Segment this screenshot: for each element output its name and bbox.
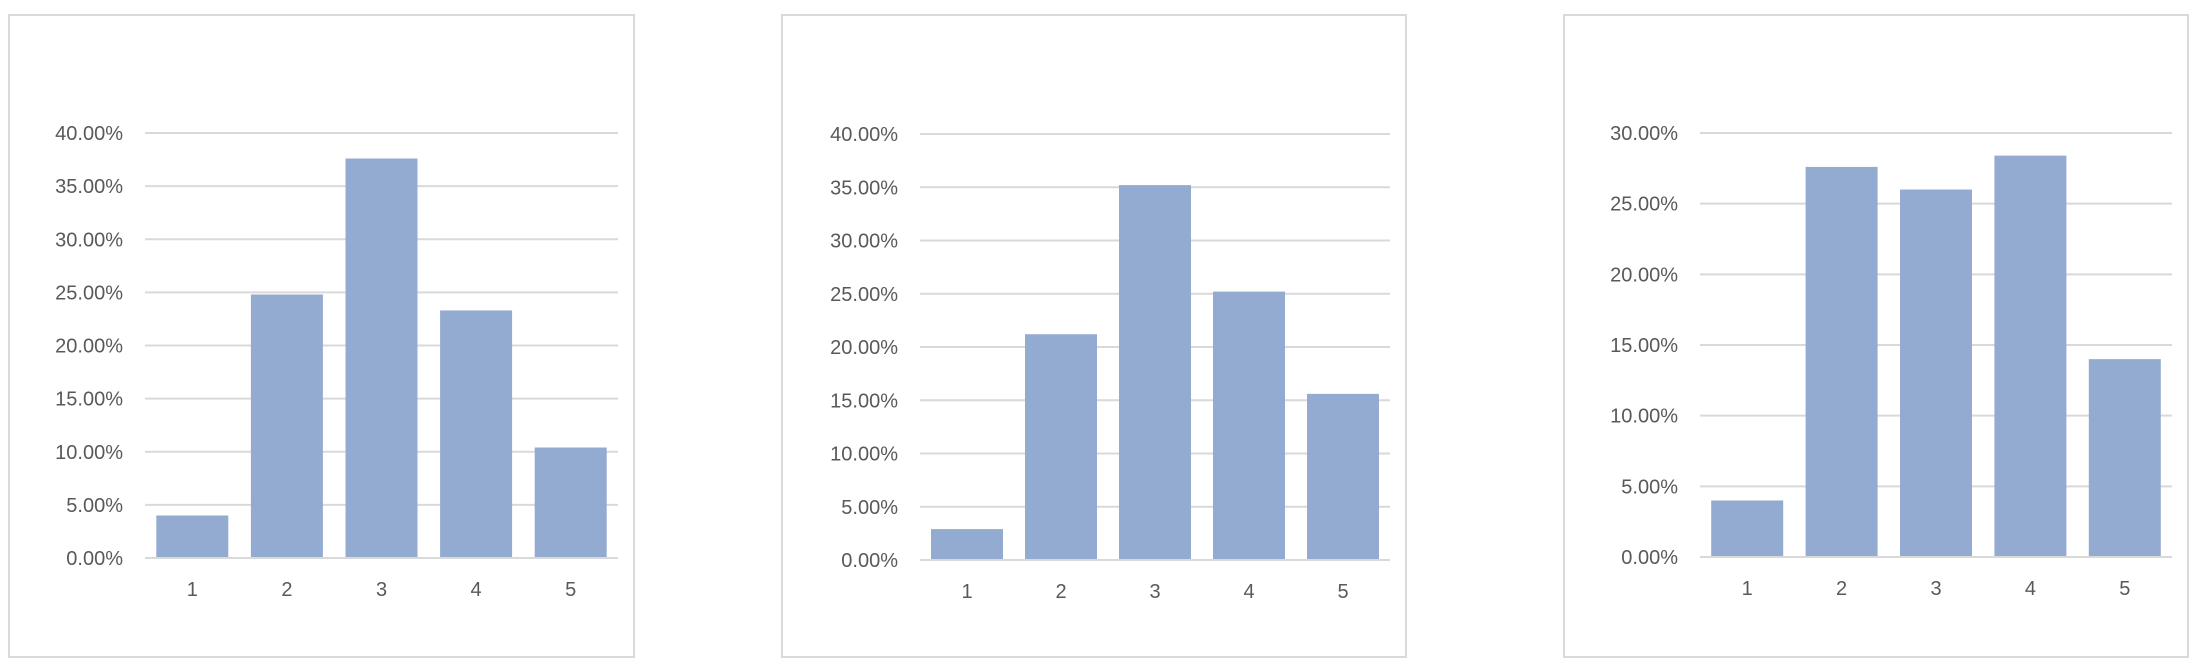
bar-3: [1900, 189, 1972, 558]
x-tick-label: 2: [1836, 578, 1847, 600]
x-tick-label: 4: [471, 579, 482, 601]
y-tick-label: 15.00%: [1610, 335, 1678, 357]
bar-3: [1119, 185, 1191, 560]
x-tick-label: 1: [961, 581, 972, 603]
y-tick-label: 0.00%: [1621, 547, 1678, 569]
y-tick-label: 0.00%: [66, 548, 123, 570]
bar-2: [1025, 334, 1097, 560]
y-tick-label: 15.00%: [830, 390, 898, 412]
x-tick-label: 3: [1149, 581, 1160, 603]
y-tick-label: 10.00%: [55, 442, 123, 464]
y-tick-label: 25.00%: [830, 284, 898, 306]
bar-2: [1805, 166, 1878, 558]
y-tick-label: 30.00%: [55, 229, 123, 251]
bar-chart-1: 0.00% 5.00% 10.00% 15.00% 20.00% 25.00% 30.00%…: [55, 123, 618, 601]
y-tick-label: 40.00%: [830, 124, 898, 146]
y-tick-label: 40.00%: [55, 123, 123, 145]
bar-4: [1213, 291, 1285, 560]
y-tick-label: 5.00%: [841, 497, 898, 519]
y-tick-label: 30.00%: [830, 231, 898, 253]
y-tick-label: 25.00%: [1610, 194, 1678, 216]
bar-4: [1994, 155, 2067, 557]
bar-2: [250, 294, 323, 558]
bar-1: [156, 515, 229, 558]
y-tick-label: 0.00%: [841, 550, 898, 572]
x-tick-label: 1: [1742, 578, 1753, 600]
x-tick-label: 2: [281, 579, 292, 601]
bar-1: [1711, 500, 1784, 557]
x-tick-label: 4: [1243, 581, 1254, 603]
bar-5: [2088, 359, 2161, 557]
x-tick-label: 5: [565, 579, 576, 601]
y-tick-label: 20.00%: [55, 336, 123, 358]
x-tick-label: 5: [2119, 578, 2130, 600]
chart-panel-1: 0.00% 5.00% 10.00% 15.00% 20.00% 25.00% 30.00%…: [8, 14, 635, 658]
x-tick-label: 3: [1930, 578, 1941, 600]
x-tick-label: 1: [187, 579, 198, 601]
y-tick-label: 15.00%: [55, 389, 123, 411]
y-tick-label: 20.00%: [830, 337, 898, 359]
x-tick-label: 4: [2025, 578, 2036, 600]
y-tick-label: 5.00%: [1621, 476, 1678, 498]
x-tick-label: 2: [1055, 581, 1066, 603]
y-tick-label: 10.00%: [1610, 406, 1678, 428]
y-tick-label: 25.00%: [55, 282, 123, 304]
bar-1: [931, 529, 1003, 560]
x-tick-label: 5: [1337, 581, 1348, 603]
bar-3: [345, 158, 418, 558]
chart-panel-2: 0.00% 5.00% 10.00% 15.00% 20.00% 25.00% 30.00%…: [781, 14, 1407, 658]
y-tick-label: 20.00%: [1610, 264, 1678, 286]
bar-5: [1307, 393, 1379, 560]
bar-chart-3: 0.00% 5.00% 10.00% 15.00% 20.00% 25.00% 30.00%…: [1610, 123, 2172, 600]
bar-4: [440, 310, 513, 558]
bar-chart-2: 0.00% 5.00% 10.00% 15.00% 20.00% 25.00% 30.00%…: [830, 124, 1390, 603]
y-tick-label: 10.00%: [830, 444, 898, 466]
y-tick-label: 35.00%: [830, 177, 898, 199]
y-tick-label: 5.00%: [66, 495, 123, 517]
chart-panel-3: 0.00% 5.00% 10.00% 15.00% 20.00% 25.00% 30.00%…: [1563, 14, 2189, 658]
x-tick-label: 3: [376, 579, 387, 601]
bar-5: [534, 447, 607, 558]
y-tick-label: 35.00%: [55, 176, 123, 198]
y-tick-label: 30.00%: [1610, 123, 1678, 145]
